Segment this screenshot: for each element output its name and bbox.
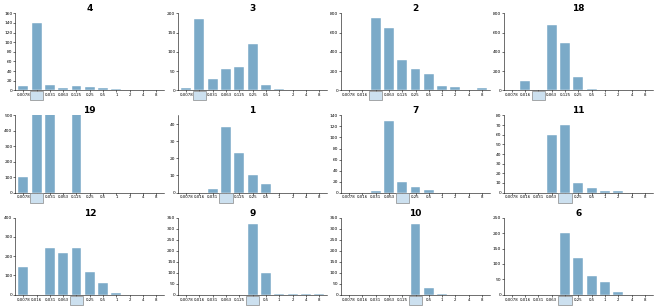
Bar <box>194 19 204 90</box>
Bar <box>301 294 311 295</box>
Bar <box>72 86 81 90</box>
Bar <box>208 189 217 192</box>
Bar <box>98 88 108 90</box>
FancyBboxPatch shape <box>30 91 43 100</box>
Bar <box>371 191 380 192</box>
Bar <box>424 74 434 90</box>
FancyBboxPatch shape <box>193 91 206 100</box>
Bar <box>411 187 420 192</box>
Bar <box>613 191 623 192</box>
Bar <box>181 88 191 90</box>
Bar <box>18 86 28 90</box>
Title: 19: 19 <box>83 106 96 116</box>
Bar <box>371 18 380 90</box>
Bar <box>32 0 41 192</box>
Bar <box>112 293 122 295</box>
Bar <box>261 184 271 192</box>
Bar <box>112 89 122 90</box>
Bar <box>384 121 394 192</box>
Bar <box>85 87 95 90</box>
Bar <box>560 233 570 295</box>
Bar <box>587 188 597 192</box>
Bar <box>574 183 583 192</box>
Bar <box>235 153 244 192</box>
Bar <box>424 288 434 295</box>
FancyBboxPatch shape <box>246 296 260 305</box>
Bar <box>72 248 81 295</box>
Bar <box>587 276 597 295</box>
Title: 7: 7 <box>413 106 419 116</box>
Bar <box>384 28 394 90</box>
Bar <box>574 258 583 295</box>
Bar <box>18 267 28 295</box>
FancyBboxPatch shape <box>558 296 572 305</box>
Title: 6: 6 <box>576 209 581 217</box>
Bar <box>235 67 244 90</box>
FancyBboxPatch shape <box>558 193 572 203</box>
Bar <box>261 273 271 295</box>
Bar <box>314 294 324 295</box>
Title: 1: 1 <box>250 106 256 116</box>
FancyBboxPatch shape <box>409 296 422 305</box>
Title: 12: 12 <box>83 209 96 217</box>
Bar <box>45 85 55 90</box>
Bar <box>248 44 258 90</box>
Bar <box>397 60 407 90</box>
Bar <box>274 89 284 90</box>
Bar <box>58 88 68 90</box>
FancyBboxPatch shape <box>70 296 83 305</box>
Bar <box>411 69 420 90</box>
FancyBboxPatch shape <box>30 193 43 203</box>
Bar <box>98 283 108 295</box>
Bar <box>560 125 570 192</box>
Bar <box>45 248 55 295</box>
Bar <box>424 190 434 192</box>
Title: 18: 18 <box>572 4 585 13</box>
Bar <box>274 294 284 295</box>
Bar <box>45 0 55 192</box>
Title: 4: 4 <box>87 4 93 13</box>
Title: 9: 9 <box>250 209 256 217</box>
Bar <box>18 177 28 192</box>
Bar <box>72 85 81 192</box>
Bar <box>248 224 258 295</box>
Bar <box>397 181 407 192</box>
FancyBboxPatch shape <box>219 193 233 203</box>
Title: 11: 11 <box>572 106 585 116</box>
Bar <box>208 79 217 90</box>
Bar <box>613 292 623 295</box>
Bar <box>261 85 271 90</box>
Bar <box>411 224 420 295</box>
Bar <box>477 88 487 90</box>
Bar <box>32 23 41 90</box>
Title: 2: 2 <box>413 4 419 13</box>
Bar <box>437 86 447 90</box>
Bar <box>600 191 610 192</box>
Bar <box>451 87 461 90</box>
Title: 10: 10 <box>409 209 422 217</box>
FancyBboxPatch shape <box>396 193 409 203</box>
Bar <box>574 77 583 90</box>
Bar <box>85 272 95 295</box>
FancyBboxPatch shape <box>369 91 382 100</box>
Title: 3: 3 <box>250 4 256 13</box>
Bar <box>520 81 530 90</box>
Bar <box>600 282 610 295</box>
Bar <box>547 25 556 90</box>
FancyBboxPatch shape <box>532 91 545 100</box>
Bar <box>560 43 570 90</box>
Bar <box>587 89 597 90</box>
Bar <box>221 128 231 192</box>
Bar <box>288 294 298 295</box>
Bar <box>547 135 556 192</box>
Bar <box>437 294 447 295</box>
Bar <box>58 253 68 295</box>
Bar <box>248 176 258 192</box>
Bar <box>221 69 231 90</box>
